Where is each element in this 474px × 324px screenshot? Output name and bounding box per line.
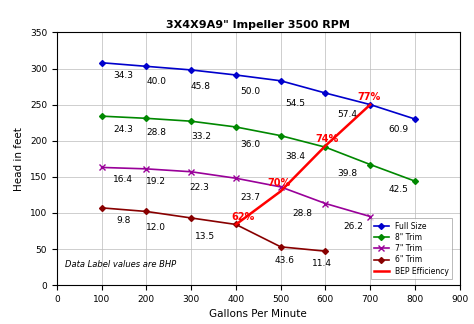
Text: 19.2: 19.2 — [146, 177, 166, 186]
Line: 7" Trim: 7" Trim — [99, 165, 373, 219]
Text: 28.8: 28.8 — [146, 128, 166, 137]
Full Size — [233, 73, 239, 77]
Title: 3X4X9A9" Impeller 3500 RPM: 3X4X9A9" Impeller 3500 RPM — [166, 20, 350, 30]
Line: BEP Efficiency: BEP Efficiency — [236, 105, 370, 225]
6" Trim — [144, 210, 149, 214]
Text: 57.4: 57.4 — [337, 110, 357, 119]
Text: 42.5: 42.5 — [388, 185, 408, 194]
Text: 28.8: 28.8 — [292, 209, 312, 218]
Text: 34.3: 34.3 — [113, 71, 133, 80]
8" Trim — [323, 145, 328, 149]
Text: 24.3: 24.3 — [113, 125, 133, 134]
6" Trim — [99, 206, 104, 210]
Text: 45.8: 45.8 — [191, 82, 211, 91]
8" Trim — [367, 163, 373, 167]
Text: 54.5: 54.5 — [285, 99, 305, 108]
7" Trim — [144, 167, 149, 171]
Text: 60.9: 60.9 — [388, 125, 408, 134]
Text: 38.4: 38.4 — [285, 152, 305, 160]
6" Trim — [188, 216, 194, 220]
7" Trim — [99, 166, 104, 169]
BEP Efficiency — [367, 103, 373, 107]
Text: 40.0: 40.0 — [146, 77, 166, 86]
Line: 6" Trim: 6" Trim — [100, 206, 328, 253]
Text: 62%: 62% — [231, 212, 255, 222]
Text: 70%: 70% — [267, 179, 291, 188]
Full Size — [367, 103, 373, 107]
Text: 13.5: 13.5 — [195, 232, 216, 241]
7" Trim — [233, 176, 239, 180]
Text: 23.7: 23.7 — [240, 193, 260, 202]
8" Trim — [144, 116, 149, 120]
7" Trim — [188, 170, 194, 174]
8" Trim — [233, 125, 239, 129]
7" Trim — [323, 202, 328, 205]
Text: 22.3: 22.3 — [189, 183, 209, 192]
Text: 16.4: 16.4 — [113, 175, 133, 184]
Full Size — [412, 117, 418, 121]
6" Trim — [323, 249, 328, 253]
Text: 36.0: 36.0 — [240, 140, 260, 149]
X-axis label: Gallons Per Minute: Gallons Per Minute — [210, 309, 307, 319]
BEP Efficiency — [233, 223, 239, 226]
8" Trim — [412, 179, 418, 183]
6" Trim — [278, 245, 283, 249]
Text: 43.6: 43.6 — [274, 256, 294, 264]
Text: 39.8: 39.8 — [337, 169, 357, 178]
Y-axis label: Head in feet: Head in feet — [14, 127, 24, 191]
Text: 77%: 77% — [358, 92, 381, 102]
7" Trim — [278, 185, 283, 189]
Line: Full Size: Full Size — [100, 61, 417, 121]
Full Size — [144, 64, 149, 68]
Text: Data Label values are BHP: Data Label values are BHP — [65, 260, 176, 269]
8" Trim — [99, 114, 104, 118]
Text: 74%: 74% — [316, 133, 339, 144]
Line: 8" Trim: 8" Trim — [100, 114, 417, 183]
Text: 9.8: 9.8 — [116, 216, 130, 225]
7" Trim — [367, 214, 373, 218]
Full Size — [99, 61, 104, 65]
Text: 26.2: 26.2 — [343, 222, 363, 231]
Text: 12.0: 12.0 — [146, 223, 166, 232]
BEP Efficiency — [323, 144, 328, 148]
BEP Efficiency — [278, 189, 283, 193]
8" Trim — [278, 134, 283, 138]
Full Size — [188, 68, 194, 72]
Full Size — [278, 79, 283, 83]
6" Trim — [233, 223, 239, 226]
Legend: Full Size, 8" Trim, 7" Trim, 6" Trim, BEP Efficiency: Full Size, 8" Trim, 7" Trim, 6" Trim, BE… — [371, 218, 452, 279]
8" Trim — [188, 119, 194, 123]
Text: 50.0: 50.0 — [240, 87, 260, 96]
Text: 33.2: 33.2 — [191, 132, 211, 141]
Full Size — [323, 91, 328, 95]
Text: 11.4: 11.4 — [312, 259, 332, 268]
